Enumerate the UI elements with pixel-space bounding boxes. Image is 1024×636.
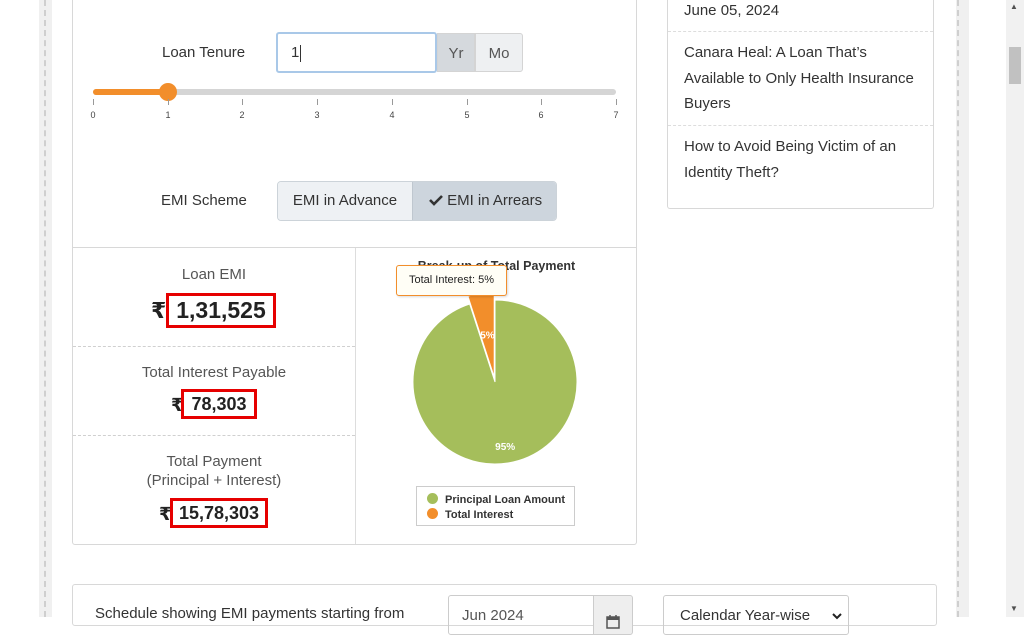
interest-dot-icon	[427, 508, 438, 519]
loan-emi-label: Loan EMI	[181, 266, 247, 283]
slider-tick-label: 4	[389, 110, 395, 120]
schedule-view-select[interactable]: Calendar Year-wise	[663, 595, 849, 635]
loan-tenure-input[interactable]: 1	[276, 32, 437, 73]
loan-emi-value: 1,31,525	[166, 293, 276, 328]
legend-item-interest[interactable]: Total Interest	[427, 508, 513, 521]
schedule-view-value: Calendar Year-wise	[680, 607, 811, 624]
calendar-button[interactable]	[593, 595, 633, 635]
text-caret	[300, 44, 302, 62]
schedule-panel: Schedule showing EMI payments starting f…	[72, 584, 937, 635]
total-payment-sublabel: (Principal + Interest)	[146, 472, 282, 489]
sidebar-item-date: June 05, 2024	[684, 2, 780, 19]
pie-slice-principal[interactable]	[412, 299, 578, 465]
pie-label-interest: 5%	[480, 331, 495, 342]
loan-tenure-value: 1	[291, 44, 300, 61]
rupee-icon: ₹	[171, 395, 184, 415]
emi-scheme-toggle: EMI in Advance EMI in Arrears	[277, 181, 557, 221]
slider-tick-label: 2	[239, 110, 245, 120]
row-divider	[73, 435, 355, 436]
rupee-icon: ₹	[151, 298, 167, 323]
slider-tick	[616, 99, 617, 105]
results-divider	[355, 248, 356, 544]
chart-tooltip: Total Interest: 5%	[396, 265, 507, 296]
slider-tick-label: 7	[613, 110, 619, 120]
total-interest-value: 78,303	[181, 389, 257, 419]
scroll-down-arrow-icon[interactable]: ▼	[1010, 604, 1018, 613]
slider-tick	[392, 99, 393, 105]
calculator-panel	[72, 0, 637, 248]
emi-in-advance-option[interactable]: EMI in Advance	[278, 182, 412, 220]
total-payment-label: Total Payment	[166, 453, 262, 470]
sidebar-item-canara-heal[interactable]: Canara Heal: A Loan That’s Available to …	[684, 44, 914, 112]
emi-scheme-label: EMI Scheme	[161, 192, 247, 209]
schedule-label: Schedule showing EMI payments starting f…	[95, 605, 405, 622]
slider-tick-label: 3	[314, 110, 320, 120]
results-panel: Loan EMI ₹ 1,31,525 Total Interest Payab…	[72, 247, 637, 545]
slider-tick	[242, 99, 243, 105]
slider-tick-label: 5	[464, 110, 470, 120]
sidebar-divider	[668, 125, 933, 126]
legend-item-principal[interactable]: Principal Loan Amount	[427, 493, 565, 506]
schedule-start-month-input[interactable]: Jun 2024	[448, 595, 594, 635]
scroll-up-arrow-icon[interactable]: ▲	[1010, 2, 1018, 11]
total-interest-label: Total Interest Payable	[141, 364, 287, 381]
related-articles-sidebar: June 05, 2024 Canara Heal: A Loan That’s…	[667, 0, 934, 209]
slider-tick-label: 0	[90, 110, 96, 120]
sidebar-divider	[668, 31, 933, 32]
pie-chart: 95% 5%	[412, 291, 578, 465]
principal-dot-icon	[427, 493, 438, 504]
calendar-icon	[606, 615, 620, 629]
left-dashed-border	[44, 0, 46, 617]
check-icon	[428, 195, 443, 206]
emi-in-arrears-option[interactable]: EMI in Arrears	[412, 182, 556, 220]
rupee-icon: ₹	[159, 504, 172, 524]
slider-tick	[541, 99, 542, 105]
page-scrollbar[interactable]: ▲ ▼	[1006, 0, 1024, 617]
slider-tick-label: 1	[165, 110, 171, 120]
tenure-slider-track[interactable]	[93, 89, 616, 95]
slider-tick	[93, 99, 94, 105]
slider-tick-label: 6	[538, 110, 544, 120]
slider-tick	[317, 99, 318, 105]
scrollbar-thumb[interactable]	[1009, 47, 1021, 84]
chart-legend: Principal Loan Amount Total Interest	[416, 486, 575, 526]
tenure-year-button[interactable]: Yr	[437, 33, 475, 72]
loan-tenure-label: Loan Tenure	[162, 44, 246, 61]
right-gutter	[956, 0, 969, 617]
right-dashed-border	[957, 0, 959, 617]
row-divider	[73, 346, 355, 347]
tenure-month-button[interactable]: Mo	[475, 33, 523, 72]
tenure-slider-handle[interactable]	[158, 83, 177, 101]
slider-tick	[467, 99, 468, 105]
emi-in-arrears-label: EMI in Arrears	[447, 192, 543, 209]
tenure-slider-fill	[93, 89, 168, 95]
legend-label-principal: Principal Loan Amount	[445, 494, 565, 506]
total-payment-value: 15,78,303	[170, 498, 268, 528]
pie-label-principal: 95%	[495, 442, 515, 453]
slider-tick	[168, 99, 169, 105]
legend-label-interest: Total Interest	[445, 509, 514, 521]
sidebar-item-identity-theft[interactable]: How to Avoid Being Victim of an Identity…	[684, 138, 897, 181]
